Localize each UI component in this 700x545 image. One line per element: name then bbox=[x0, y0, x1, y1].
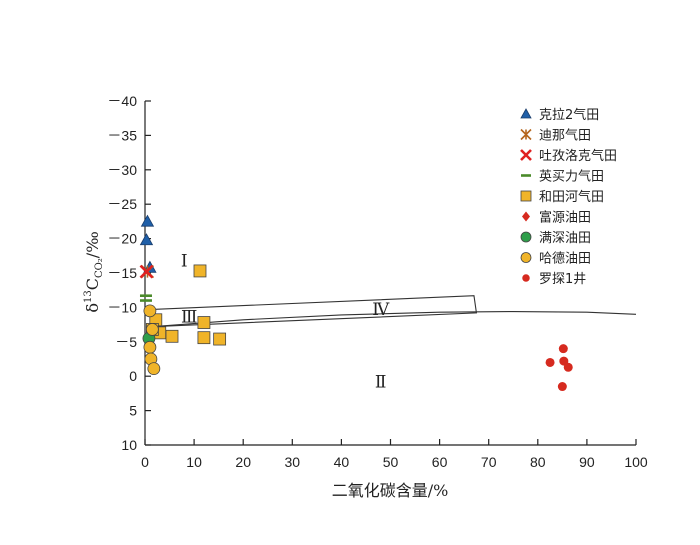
y-title-delta: δ bbox=[83, 303, 102, 313]
data-point bbox=[143, 304, 157, 318]
legend-label: 罗探1井 bbox=[539, 272, 586, 287]
y-tick-label: 5 bbox=[129, 403, 137, 419]
data-point bbox=[213, 332, 227, 346]
x-tick-label: 80 bbox=[530, 454, 546, 470]
x-tick-label: 0 bbox=[141, 454, 149, 470]
y-tick-label: －35 bbox=[107, 127, 137, 143]
data-point bbox=[139, 264, 154, 279]
data-point bbox=[143, 340, 157, 354]
ticks: 0 10 20 30 40 50 60 70 80 90 100－40－35－30－25－20－15… bbox=[107, 93, 647, 470]
region-label: Ⅰ bbox=[181, 252, 188, 272]
region-labels: Ⅰ Ⅱ Ⅲ Ⅳ bbox=[181, 252, 390, 393]
data-point bbox=[558, 344, 568, 354]
legend-marker bbox=[520, 128, 532, 141]
x-tick-label: 60 bbox=[432, 454, 448, 470]
legend-marker bbox=[522, 274, 530, 282]
legend-label: 哈德油田 bbox=[539, 252, 591, 267]
region-label: Ⅲ bbox=[181, 307, 197, 327]
y-tick-label: －10 bbox=[107, 299, 137, 315]
data-point bbox=[140, 214, 155, 227]
x-axis-title: 二氧化碳含量/% bbox=[332, 481, 449, 500]
legend-marker bbox=[520, 231, 532, 243]
region-label: Ⅳ bbox=[372, 300, 390, 320]
legend-label: 满深油田 bbox=[539, 231, 591, 246]
y-title-sub: CO₂ bbox=[94, 258, 105, 278]
data-point bbox=[147, 362, 161, 376]
x-tick-label: 40 bbox=[334, 454, 350, 470]
legend-marker bbox=[522, 211, 530, 222]
data-point bbox=[139, 233, 154, 246]
data-point bbox=[557, 382, 567, 392]
data-points bbox=[139, 214, 573, 392]
region-label: Ⅱ bbox=[375, 373, 387, 393]
x-tick-label: 30 bbox=[285, 454, 301, 470]
y-tick-label: －20 bbox=[107, 231, 137, 247]
y-title-sup: 13 bbox=[83, 290, 94, 303]
data-point bbox=[193, 264, 207, 278]
legend-label: 克拉2气田 bbox=[539, 107, 599, 123]
x-tick-label: 100 bbox=[624, 454, 648, 470]
legend-label: 迪那气田 bbox=[539, 128, 591, 144]
legend: 克拉2气田迪那气田吐孜洛克气田英买力气田和田河气田富源油田满深油田哈德油田罗探1… bbox=[520, 107, 617, 287]
y-title-unit: /‰ bbox=[83, 231, 102, 258]
x-tick-label: 90 bbox=[579, 454, 595, 470]
legend-label: 和田河气田 bbox=[539, 189, 604, 205]
y-tick-label: 0 bbox=[129, 368, 137, 384]
data-point bbox=[197, 316, 211, 329]
legend-marker bbox=[520, 108, 532, 119]
y-tick-label: －25 bbox=[107, 196, 137, 212]
y-tick-label: －30 bbox=[107, 162, 137, 178]
y-tick-label: 10 bbox=[121, 437, 137, 453]
x-tick-label: 50 bbox=[383, 454, 399, 470]
y-axis-title: δ13CCO₂/‰ bbox=[83, 231, 105, 312]
legend-marker bbox=[520, 252, 532, 263]
legend-label: 吐孜洛克气田 bbox=[539, 148, 617, 164]
legend-marker bbox=[520, 190, 532, 202]
x-tick-label: 20 bbox=[235, 454, 251, 470]
y-tick-label: －5 bbox=[115, 334, 137, 350]
data-point bbox=[545, 357, 555, 367]
data-point bbox=[145, 323, 159, 336]
legend-marker bbox=[520, 149, 532, 161]
data-point bbox=[197, 331, 211, 345]
boundary-curve bbox=[152, 310, 637, 328]
data-point bbox=[165, 329, 179, 343]
svg-text:δ13CCO₂/‰: δ13CCO₂/‰ bbox=[83, 231, 105, 312]
legend-label: 富源油田 bbox=[539, 210, 591, 226]
y-tick-label: －40 bbox=[107, 93, 137, 109]
x-tick-label: 70 bbox=[481, 454, 497, 470]
region-boundaries bbox=[151, 295, 637, 328]
y-title-c: C bbox=[83, 278, 102, 290]
legend-label: 英买力气田 bbox=[539, 169, 604, 185]
data-point bbox=[563, 362, 573, 372]
y-tick-label: －15 bbox=[107, 265, 137, 281]
x-tick-label: 10 bbox=[186, 454, 202, 470]
